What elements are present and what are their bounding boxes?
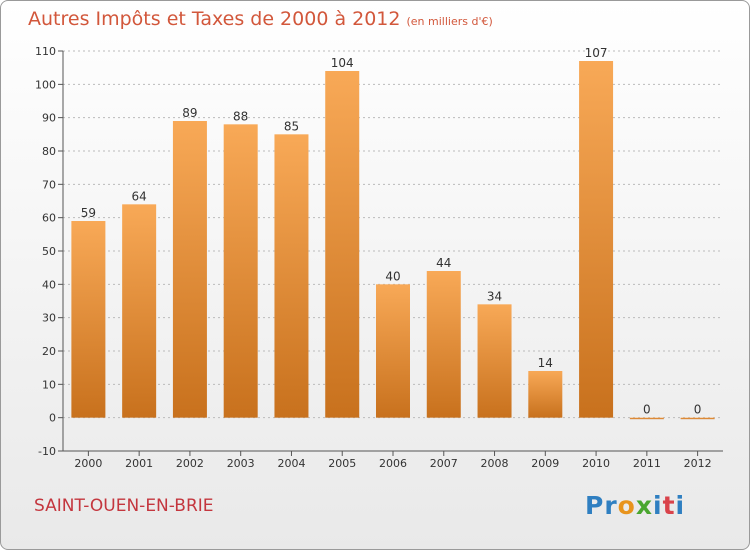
bar <box>122 204 157 418</box>
logo-letter: t <box>662 491 676 520</box>
logo-letter: i <box>653 491 663 520</box>
bar <box>680 417 715 420</box>
bar-value-label: 44 <box>436 256 451 270</box>
y-tick-label: 40 <box>42 278 56 291</box>
bar <box>629 417 664 420</box>
chart-title-text: Autres Impôts et Taxes de 2000 à 2012 <box>28 8 401 30</box>
y-tick-label: -10 <box>38 445 56 458</box>
x-tick-label: 2008 <box>481 457 509 470</box>
y-tick-label: 0 <box>49 412 56 425</box>
bar <box>71 221 106 418</box>
x-tick-label: 2003 <box>227 457 255 470</box>
bar-value-label: 89 <box>182 106 197 120</box>
bar-value-label: 64 <box>132 189 147 203</box>
x-tick-label: 2009 <box>531 457 559 470</box>
bar-value-label: 14 <box>538 356 553 370</box>
x-tick-label: 2012 <box>684 457 712 470</box>
bar <box>579 61 614 418</box>
y-tick-label: 60 <box>42 212 56 225</box>
bar <box>376 284 410 418</box>
y-tick-label: 70 <box>42 178 56 191</box>
x-tick-label: 2006 <box>379 457 407 470</box>
bar <box>528 371 563 418</box>
commune-name: SAINT-OUEN-EN-BRIE <box>34 496 214 516</box>
bar-value-label: 0 <box>694 403 702 417</box>
y-tick-label: 80 <box>42 145 56 158</box>
x-tick-label: 2001 <box>125 457 153 470</box>
logo-letter: x <box>635 491 653 520</box>
y-tick-label: 90 <box>42 112 56 125</box>
y-tick-label: 30 <box>42 312 56 325</box>
x-tick-label: 2000 <box>74 457 102 470</box>
bar-value-label: 0 <box>643 403 651 417</box>
proxiti-logo: Proxiti <box>585 491 685 520</box>
bar <box>172 121 207 418</box>
bar-value-label: 107 <box>585 46 608 60</box>
bar-value-label: 59 <box>81 206 96 220</box>
chart-title: Autres Impôts et Taxes de 2000 à 2012 (en… <box>28 8 493 30</box>
bar <box>274 134 309 418</box>
y-tick-label: 110 <box>35 45 56 58</box>
logo-letter: i <box>675 491 686 520</box>
chart-subtitle: (en milliers d'€) <box>406 15 493 28</box>
bar-value-label: 104 <box>331 56 354 70</box>
logo-letter: o <box>617 491 636 520</box>
bar-value-label: 88 <box>233 109 248 123</box>
x-tick-label: 2010 <box>582 457 610 470</box>
x-tick-label: 2005 <box>328 457 356 470</box>
x-tick-label: 2002 <box>176 457 204 470</box>
x-tick-label: 2004 <box>277 457 305 470</box>
x-tick-label: 2011 <box>633 457 661 470</box>
logo-letter: P <box>585 491 605 520</box>
bar <box>477 304 512 418</box>
y-tick-label: 10 <box>42 378 56 391</box>
bar-value-label: 34 <box>487 289 502 303</box>
bar <box>325 71 360 418</box>
y-tick-label: 100 <box>35 78 56 91</box>
bar-value-label: 85 <box>284 119 299 133</box>
bar <box>223 124 258 418</box>
x-tick-label: 2007 <box>430 457 458 470</box>
bar <box>426 271 461 418</box>
y-tick-label: 50 <box>42 245 56 258</box>
bar-value-label: 40 <box>385 269 400 283</box>
y-tick-label: 20 <box>42 345 56 358</box>
logo-letter: r <box>604 491 618 520</box>
